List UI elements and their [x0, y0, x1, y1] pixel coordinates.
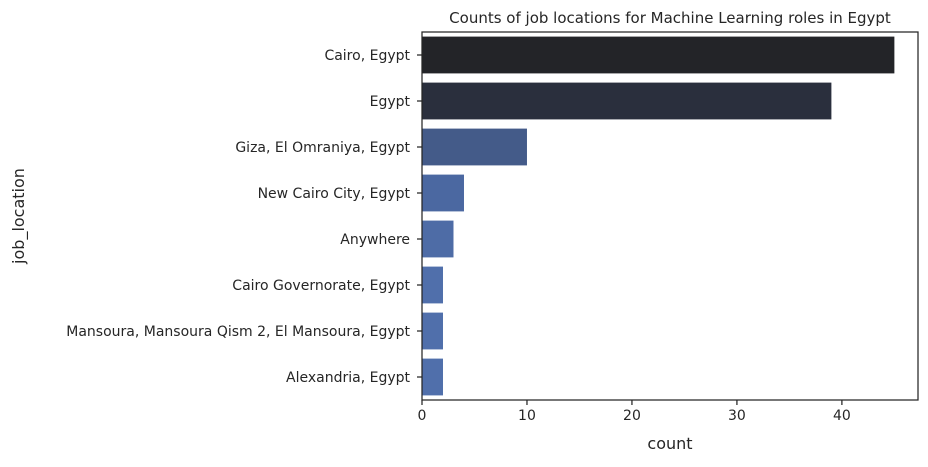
y-tick-label: Cairo Governorate, Egypt: [232, 278, 410, 294]
x-tick-label: 30: [728, 408, 746, 424]
plot-frame: [421, 31, 919, 401]
x-tick-label: 40: [833, 408, 851, 424]
y-tick-label: Mansoura, Mansoura Qism 2, El Mansoura, …: [66, 324, 410, 340]
bar: [422, 220, 454, 258]
bar: [422, 358, 443, 396]
x-tick-label: 20: [623, 408, 641, 424]
y-tick-label: Egypt: [370, 94, 411, 110]
y-tick-label: Cairo, Egypt: [324, 48, 410, 64]
chart-title: Counts of job locations for Machine Lear…: [449, 9, 891, 27]
x-tick-label: 0: [418, 408, 427, 424]
bar: [422, 82, 832, 120]
bar: [422, 128, 527, 166]
bar: [422, 174, 464, 212]
x-tick-label: 10: [518, 408, 536, 424]
bar: [422, 36, 895, 74]
y-tick-label: Alexandria, Egypt: [286, 370, 410, 386]
y-axis-label: job_location: [9, 168, 29, 265]
bar: [422, 266, 443, 304]
x-axis-label: count: [647, 434, 692, 453]
y-tick-label: Anywhere: [340, 232, 410, 248]
y-tick-label: New Cairo City, Egypt: [258, 186, 411, 202]
y-tick-label: Giza, El Omraniya, Egypt: [235, 140, 410, 156]
bar: [422, 312, 443, 350]
